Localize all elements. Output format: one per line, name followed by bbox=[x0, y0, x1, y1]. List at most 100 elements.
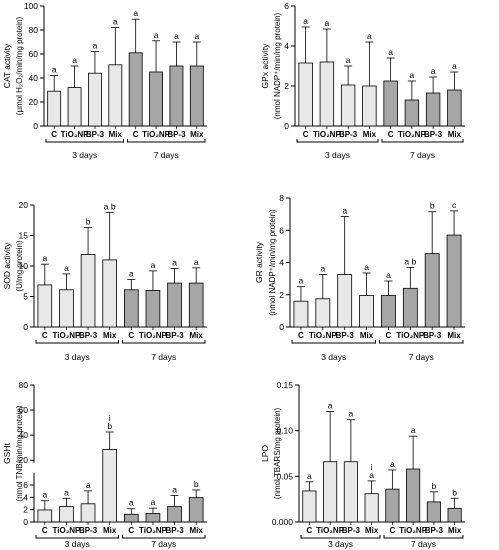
bar bbox=[447, 507, 462, 523]
category-label: BP-3 bbox=[423, 331, 442, 340]
y-tick-label: 10 bbox=[19, 261, 29, 271]
bar bbox=[59, 289, 74, 328]
group-label: 7 days bbox=[154, 150, 179, 160]
bar bbox=[426, 501, 441, 523]
bar bbox=[189, 65, 204, 127]
significance-letter: a bbox=[364, 262, 369, 272]
y-axis-subtitle: (nmol TNB/min/mg protein) bbox=[15, 405, 24, 501]
bar bbox=[319, 61, 335, 127]
category-label: TiO₂NP bbox=[53, 526, 82, 535]
group-bracket bbox=[35, 535, 119, 539]
bar bbox=[337, 274, 353, 328]
y-tick-label: 60 bbox=[19, 405, 29, 415]
bar bbox=[167, 282, 182, 328]
group-bracket bbox=[35, 340, 119, 344]
category-label: TiO₂NP bbox=[139, 526, 168, 535]
group-bracket bbox=[45, 139, 124, 143]
bar bbox=[298, 62, 313, 127]
y-axis-title: GR activity bbox=[254, 241, 264, 283]
category-label: Mix bbox=[103, 331, 117, 340]
y-tick-label: 8 bbox=[279, 193, 284, 203]
significance-letter: a bbox=[320, 264, 325, 274]
category-label: BP-3 bbox=[425, 526, 444, 535]
significance-letter: a bbox=[194, 31, 199, 41]
y-axis-title: GPx activity bbox=[260, 43, 270, 89]
significance-letter: a bbox=[194, 257, 199, 267]
y-tick-label: 6 bbox=[284, 1, 289, 11]
y-axis-title: GSHt bbox=[2, 442, 12, 463]
significance-letter: a bbox=[172, 484, 177, 494]
bar bbox=[425, 92, 441, 127]
y-axis-subtitle: (µmol H₂O₂/min/mg protein) bbox=[15, 16, 24, 115]
significance-letter: a bbox=[42, 490, 47, 500]
category-label: TiO₂NP bbox=[398, 130, 427, 139]
significance-letter: a b bbox=[404, 256, 416, 266]
y-tick-label: 0 bbox=[279, 322, 284, 332]
group-bracket bbox=[383, 535, 464, 539]
category-label: C bbox=[128, 526, 134, 535]
bar bbox=[188, 282, 204, 328]
category-label: Mix bbox=[448, 130, 462, 139]
significance-letter: a bbox=[342, 206, 347, 216]
bar bbox=[80, 503, 96, 523]
group-label: 7 days bbox=[151, 352, 176, 362]
bar bbox=[67, 87, 82, 127]
category-label: TiO₂NP bbox=[142, 130, 171, 139]
category-label: Mix bbox=[363, 130, 377, 139]
significance-letter: a bbox=[411, 425, 416, 435]
group-label: 3 days bbox=[325, 150, 350, 160]
y-tick-label: 0 bbox=[23, 322, 28, 332]
category-label: Mix bbox=[103, 526, 117, 535]
bar bbox=[88, 72, 102, 127]
y-tick-label: 0 bbox=[33, 121, 38, 131]
bar bbox=[323, 461, 338, 523]
category-label: TiO₂NP bbox=[61, 130, 90, 139]
category-label: TiO₂NP bbox=[316, 526, 345, 535]
group-label: 3 days bbox=[72, 150, 97, 160]
bar bbox=[47, 90, 62, 127]
group-bracket bbox=[300, 535, 381, 539]
category-label: C bbox=[128, 331, 134, 340]
category-label: C bbox=[386, 331, 392, 340]
y-tick-label: 2 bbox=[23, 505, 28, 515]
y-axis-subtitle: (U/mg protein) bbox=[15, 240, 24, 291]
group-label: 3 days bbox=[321, 352, 346, 362]
y-tick-label: 4 bbox=[284, 41, 289, 51]
group-bracket bbox=[379, 340, 464, 344]
group-bracket bbox=[122, 535, 206, 539]
significance-letter: a bbox=[42, 253, 47, 263]
category-label: Mix bbox=[447, 331, 461, 340]
category-label: C bbox=[303, 130, 309, 139]
bar bbox=[149, 71, 163, 127]
bar bbox=[447, 89, 462, 127]
y-tick-label: 2 bbox=[279, 290, 284, 300]
y-axis-title: LPO bbox=[260, 445, 270, 462]
group-label: 3 days bbox=[65, 539, 90, 549]
category-label: C bbox=[298, 331, 304, 340]
significance-letter: b bbox=[86, 217, 91, 227]
category-label: TiO₂NP bbox=[53, 331, 82, 340]
group-label: 3 days bbox=[328, 539, 353, 549]
y-tick-label: 6 bbox=[23, 480, 28, 490]
bar bbox=[37, 284, 53, 328]
y-tick-label: 2 bbox=[284, 81, 289, 91]
panel-gsht: 0 2 4 6 20 40 60 80 GSHt (nmol TNB/min/mg protein… bbox=[2, 380, 207, 549]
category-label: TiO₂NP bbox=[309, 331, 338, 340]
significance-letter: b bbox=[194, 479, 199, 489]
y-tick-label: 20 bbox=[29, 97, 39, 107]
significance-letter: a bbox=[386, 270, 391, 280]
y-tick-label: 40 bbox=[29, 73, 39, 83]
y-tick-label: 5 bbox=[23, 292, 28, 302]
group-label: 7 days bbox=[409, 352, 434, 362]
category-label: C bbox=[51, 130, 57, 139]
group-bracket bbox=[122, 340, 206, 344]
bar bbox=[406, 468, 421, 523]
y-tick-label: 20 bbox=[19, 200, 29, 210]
significance-letter: a bbox=[367, 31, 372, 41]
significance-letter: a bbox=[72, 55, 77, 65]
y-tick-label: 4 bbox=[279, 258, 284, 268]
category-label: C bbox=[133, 130, 139, 139]
y-tick-label: 0.10 bbox=[276, 426, 293, 436]
significance-letter: b bbox=[452, 487, 457, 497]
significance-letter: a bbox=[349, 409, 354, 419]
